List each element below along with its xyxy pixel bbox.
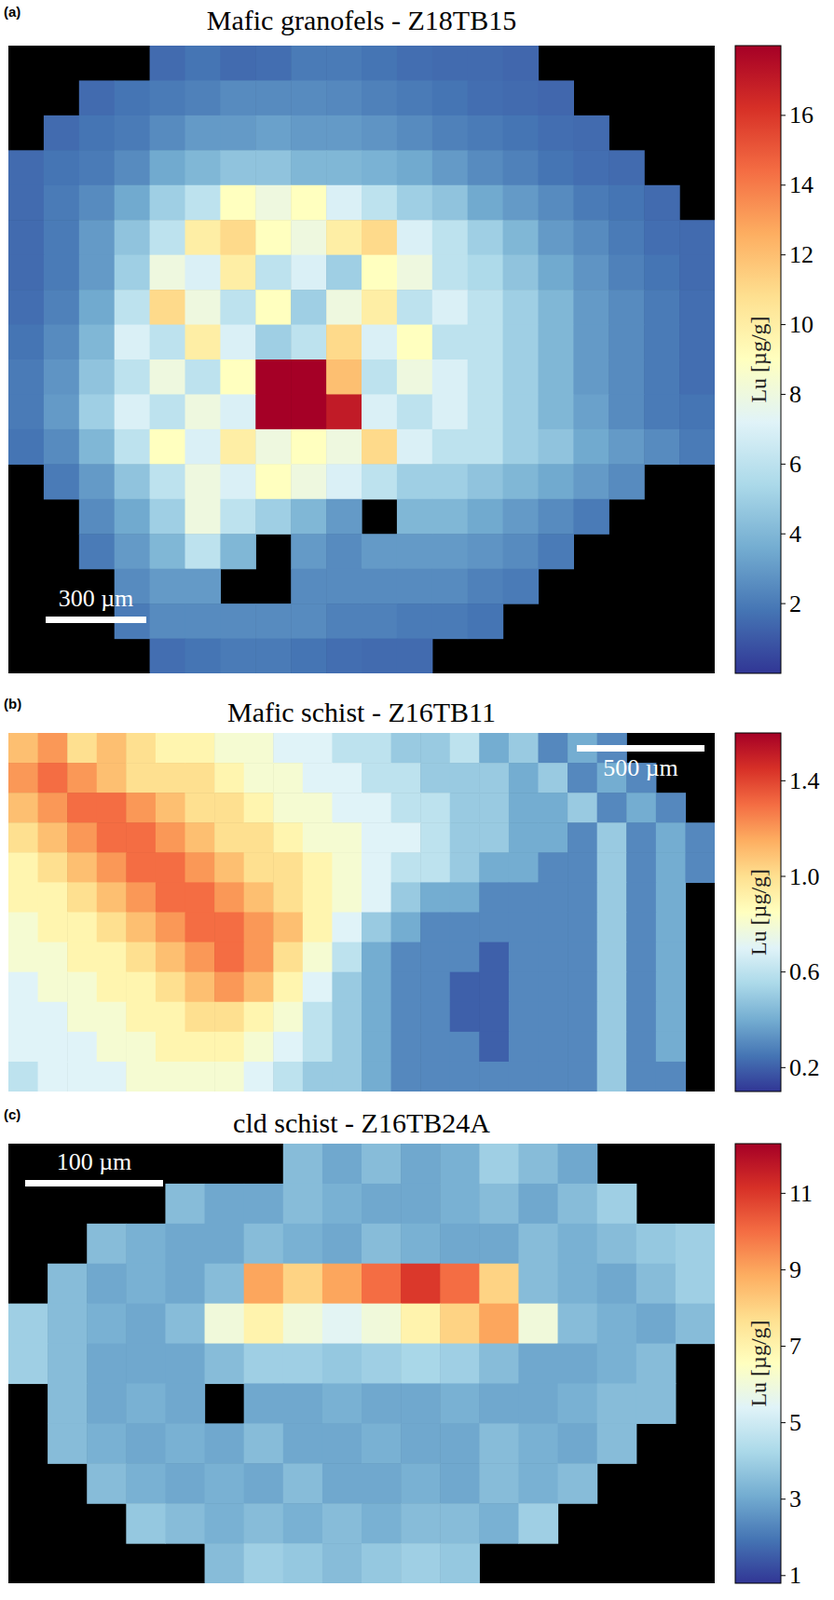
svg-text:Lu [µg/g]: Lu [µg/g]	[746, 315, 771, 403]
svg-text:0.6: 0.6	[789, 958, 821, 986]
html-text:(b): (b)	[3, 696, 22, 712]
svg-text:1: 1	[789, 1562, 802, 1590]
svg-text:1.0: 1.0	[789, 863, 821, 891]
svg-text:Lu [µg/g]: Lu [µg/g]	[746, 869, 771, 957]
svg-text:7: 7	[789, 1333, 802, 1361]
svg-text:12: 12	[789, 241, 814, 269]
svg-text:0.2: 0.2	[789, 1054, 821, 1082]
svg-text:11: 11	[789, 1180, 813, 1208]
svg-text:16: 16	[789, 101, 814, 129]
svg-text:5: 5	[789, 1409, 802, 1437]
svg-text:9: 9	[789, 1257, 802, 1285]
html-text:Mafic schist - Z16TB11: Mafic schist - Z16TB11	[227, 697, 496, 728]
svg-text:Lu [µg/g]: Lu [µg/g]	[746, 1320, 771, 1408]
html-text:Mafic granofels - Z18TB15: Mafic granofels - Z18TB15	[206, 4, 517, 36]
svg-text:8: 8	[789, 381, 802, 409]
svg-text:3: 3	[789, 1486, 802, 1514]
html-text:cld schist - Z16TB24A: cld schist - Z16TB24A	[233, 1107, 491, 1139]
svg-text:14: 14	[789, 171, 814, 199]
svg-text:1.4: 1.4	[789, 767, 821, 795]
html-text:300 µm: 300 µm	[58, 585, 134, 613]
html-text:100 µm: 100 µm	[56, 1148, 132, 1176]
svg-text:10: 10	[789, 311, 814, 339]
html-text:(a): (a)	[3, 3, 21, 20]
svg-text:2: 2	[789, 590, 802, 618]
html-text:500 µm: 500 µm	[602, 754, 679, 782]
svg-text:4: 4	[789, 520, 802, 548]
svg-text:6: 6	[789, 451, 802, 479]
html-text:(c): (c)	[3, 1107, 21, 1123]
